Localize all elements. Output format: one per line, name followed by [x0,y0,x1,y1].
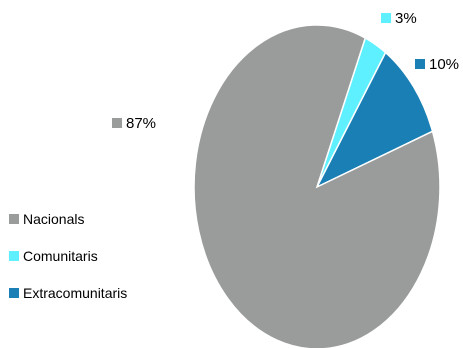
legend-label-nacionals: Nacionals [23,211,84,227]
legend-swatch-extracomunitaris [9,288,19,298]
legend-label-comunitaris: Comunitaris [23,248,98,264]
pie-slices [193,24,441,348]
value-label-marker-comunitaris [381,13,391,23]
chart-legend: Nacionals Comunitaris Extracomunitaris [9,211,127,301]
value-label-marker-extracomunitaris [415,59,425,69]
value-label-nacionals: 87% [126,115,156,132]
legend-swatch-nacionals [9,214,19,224]
legend-label-extracomunitaris: Extracomunitaris [23,285,127,301]
pie-slice-nacionals [193,24,441,348]
pie-value-labels: 87% 3% 10% [112,10,459,132]
legend-swatch-comunitaris [9,251,19,261]
value-label-comunitaris: 3% [395,10,417,27]
value-label-marker-nacionals [112,118,122,128]
pie-slice-extracomunitaris [315,51,434,189]
value-label-extracomunitaris: 10% [429,56,459,73]
